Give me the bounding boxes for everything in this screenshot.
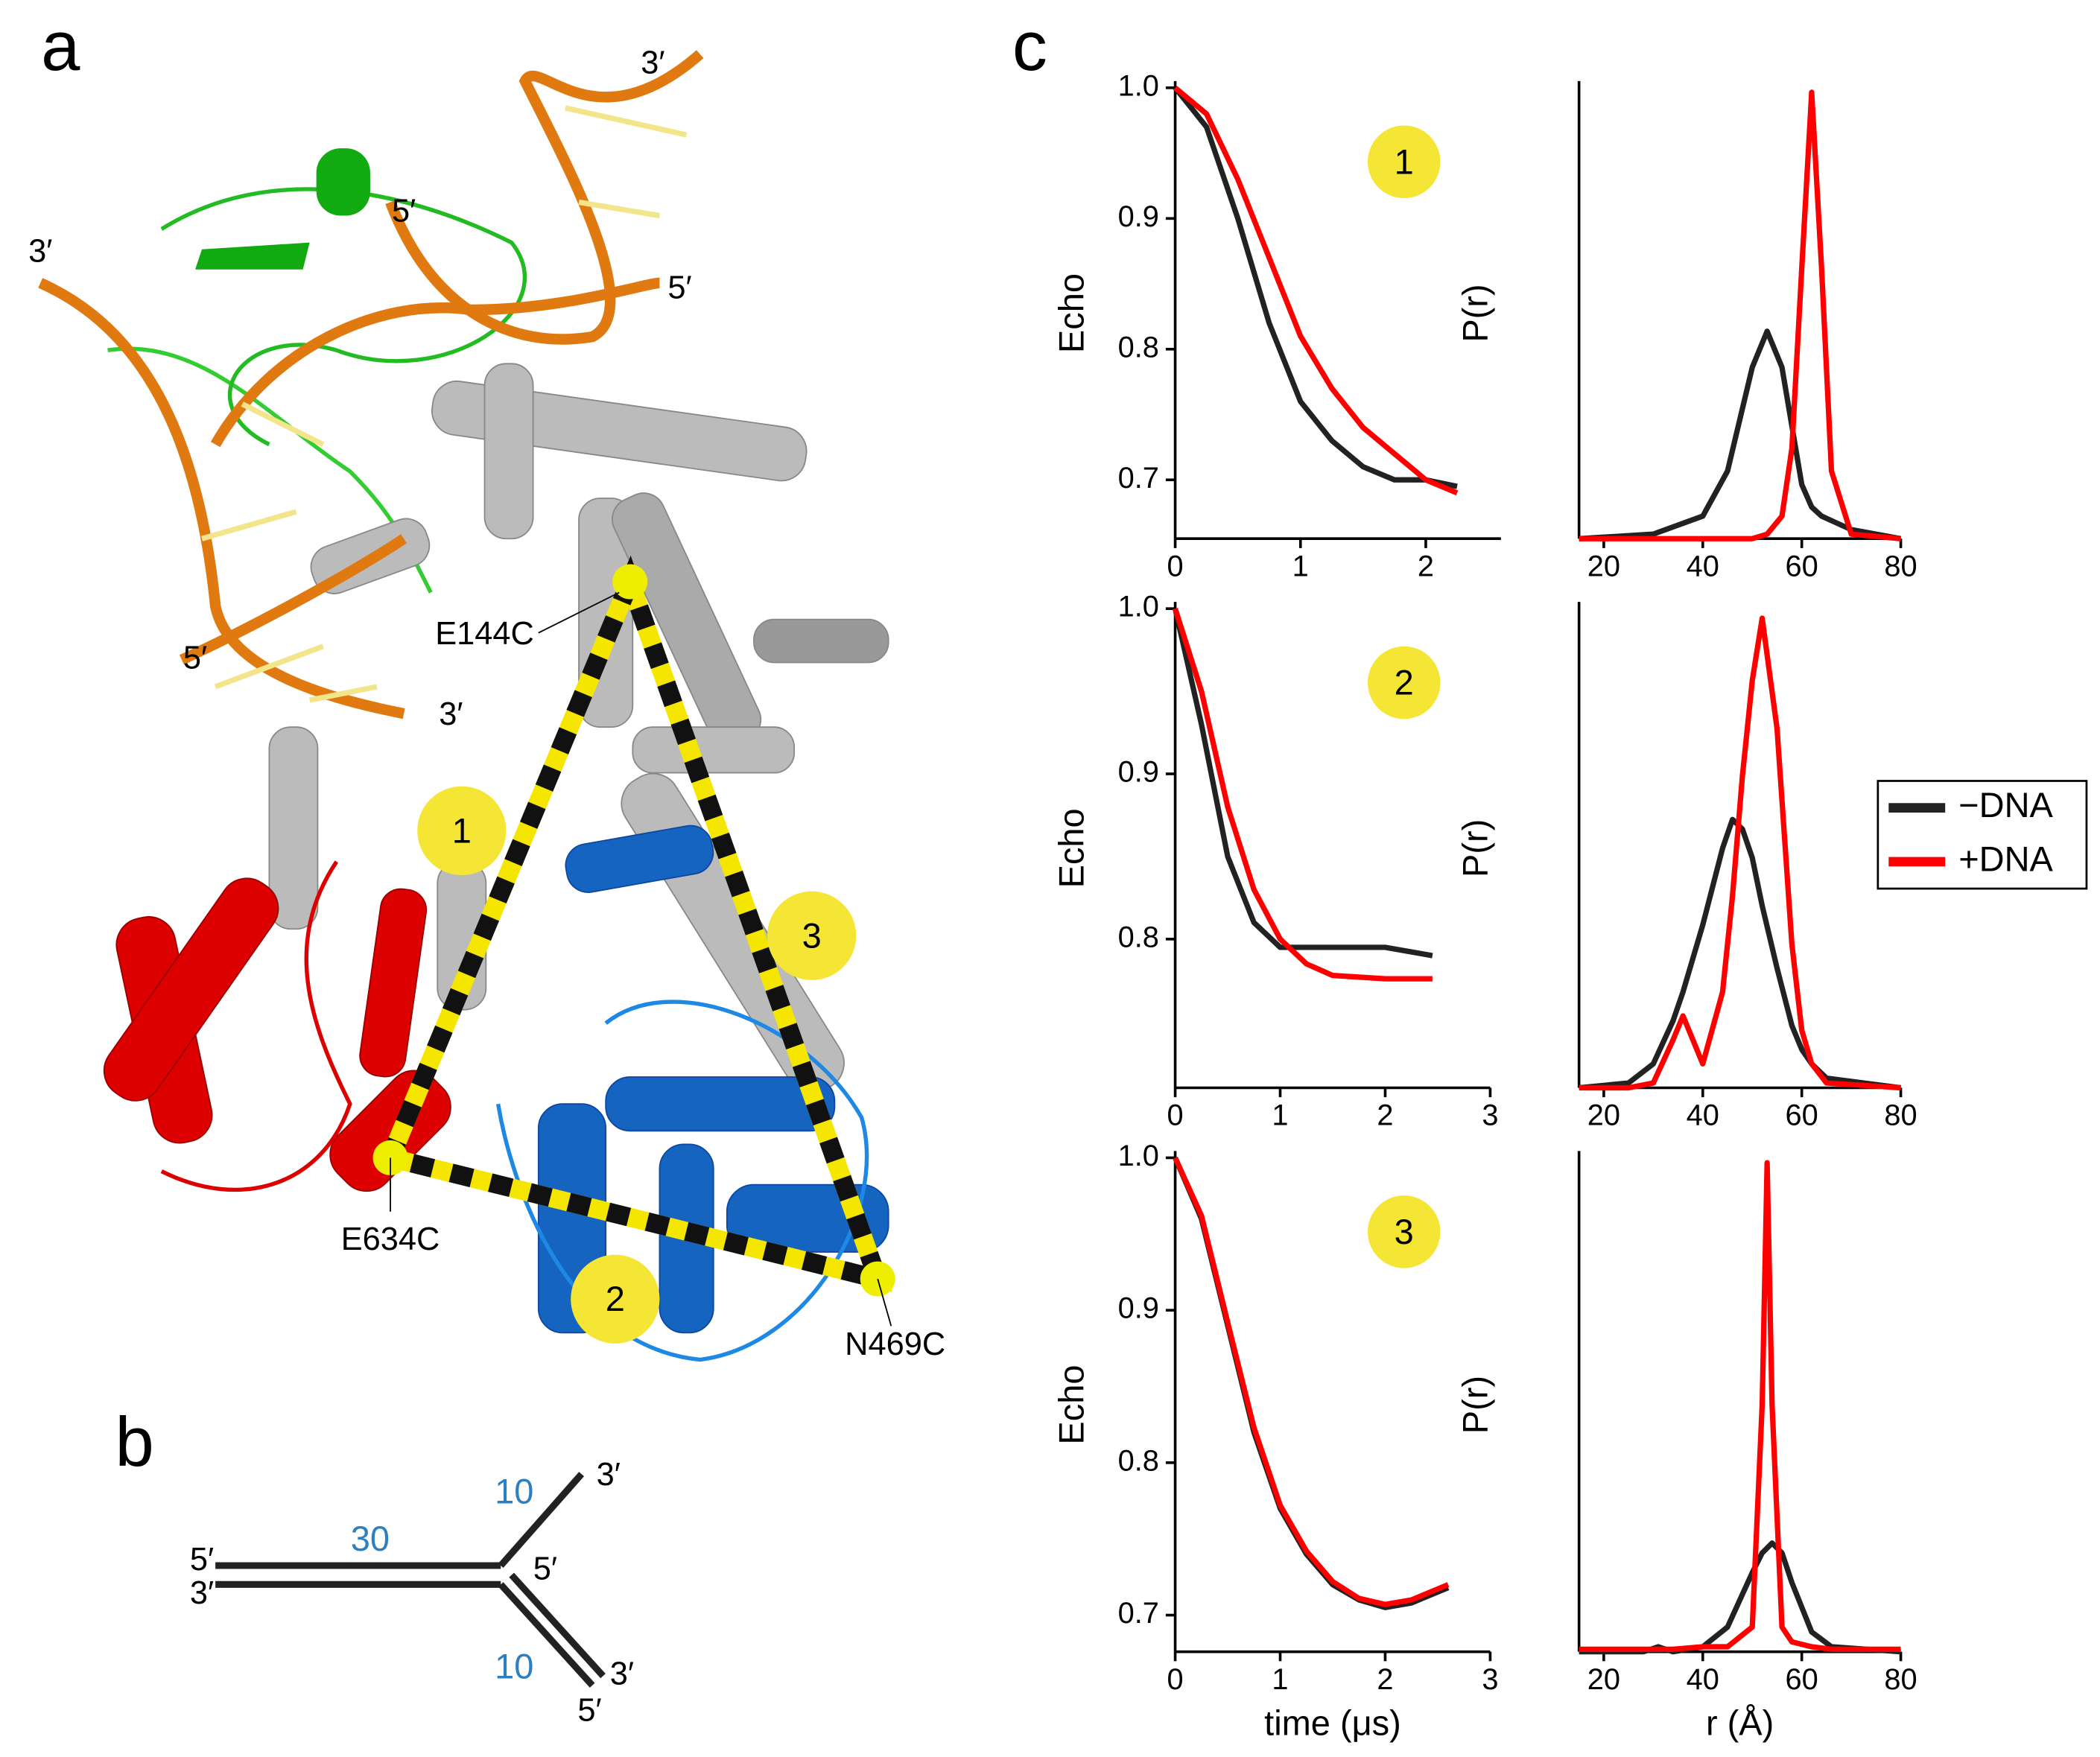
- strand-end: 5′: [533, 1551, 557, 1587]
- arm-length: 10: [495, 1472, 533, 1511]
- x-axis-label: time (μs): [1264, 1703, 1401, 1742]
- legend-label: −DNA: [1958, 785, 2053, 825]
- strand-end: 3′: [610, 1656, 634, 1692]
- annotation: 2: [1395, 663, 1414, 702]
- residue-label: E144C: [435, 616, 534, 652]
- y-axis-label: P(r): [1456, 819, 1495, 877]
- strand-end: 5′: [392, 193, 416, 229]
- strand-end: 5′: [577, 1692, 601, 1728]
- data-line: [1173, 1156, 1450, 1607]
- x-tick-label: 3: [1482, 1663, 1498, 1696]
- x-axis-label: r (Å): [1706, 1703, 1774, 1742]
- x-tick-label: 0: [1167, 1099, 1184, 1132]
- distance-number: 1: [452, 810, 472, 850]
- y-tick-label: 0.9: [1118, 756, 1159, 789]
- x-tick-label: 40: [1687, 1099, 1719, 1132]
- y-tick-label: 0.7: [1118, 462, 1159, 495]
- x-tick-label: 60: [1786, 1663, 1818, 1696]
- x-tick-label: 3: [1482, 1099, 1498, 1132]
- x-tick-label: 80: [1884, 550, 1917, 582]
- x-tick-label: 60: [1786, 1099, 1818, 1132]
- data-line: [1579, 328, 1902, 541]
- data-line: [1173, 86, 1459, 496]
- strand-end: 5′: [183, 640, 207, 676]
- x-tick-label: 20: [1587, 1099, 1620, 1132]
- distance-number: 3: [802, 915, 822, 955]
- y-tick-label: 0.8: [1118, 1444, 1159, 1477]
- strand-end: 3′: [28, 234, 52, 270]
- annotation: 3: [1395, 1212, 1414, 1251]
- x-tick-label: 0: [1167, 1663, 1184, 1696]
- y-axis-label: Echo: [1051, 1365, 1091, 1445]
- residue-label: N469C: [845, 1327, 945, 1362]
- residue-label: E634C: [341, 1221, 440, 1257]
- data-line: [1579, 1160, 1901, 1652]
- dna-diagram: [215, 1472, 606, 1688]
- x-tick-label: 0: [1167, 550, 1184, 582]
- x-tick-label: 40: [1687, 550, 1719, 582]
- y-tick-label: 1.0: [1118, 1140, 1159, 1172]
- y-tick-label: 0.9: [1118, 1292, 1159, 1325]
- distance-triangle: [372, 555, 895, 1344]
- x-tick-label: 20: [1587, 550, 1620, 582]
- x-tick-label: 1: [1292, 550, 1309, 582]
- x-tick-label: 2: [1377, 1099, 1393, 1132]
- annotation-badge: [1367, 646, 1441, 719]
- distance-number: 2: [606, 1279, 625, 1318]
- y-tick-label: 0.9: [1118, 200, 1159, 233]
- data-line: [1173, 608, 1433, 982]
- x-tick-label: 60: [1786, 550, 1818, 582]
- y-tick-label: 0.7: [1118, 1597, 1159, 1630]
- panel-label: c: [1012, 7, 1047, 85]
- strand-end: 3′: [597, 1457, 621, 1493]
- data-line: [1173, 86, 1458, 489]
- strand-end: 5′: [667, 270, 691, 305]
- annotation: 1: [1395, 142, 1414, 181]
- y-tick-label: 0.8: [1118, 921, 1159, 953]
- annotation-badge: [1367, 125, 1441, 199]
- y-axis-label: P(r): [1456, 284, 1495, 342]
- data-line: [1173, 608, 1433, 959]
- data-line: [1579, 89, 1901, 541]
- annotation-badge: [1367, 1195, 1441, 1268]
- legend-box: [1877, 780, 2088, 890]
- y-tick-label: 1.0: [1118, 591, 1159, 623]
- x-tick-label: 40: [1687, 1663, 1719, 1696]
- x-tick-label: 2: [1377, 1663, 1393, 1696]
- strand-end: 3′: [190, 1575, 214, 1611]
- x-tick-label: 1: [1272, 1663, 1288, 1696]
- y-axis-label: P(r): [1456, 1376, 1495, 1434]
- y-tick-label: 1.0: [1118, 69, 1159, 102]
- legend-label: +DNA: [1958, 839, 2053, 878]
- x-tick-label: 20: [1587, 1663, 1620, 1696]
- x-tick-label: 80: [1884, 1663, 1917, 1696]
- panel-label: a: [41, 7, 80, 85]
- y-tick-label: 0.8: [1118, 331, 1159, 363]
- data-line: [1579, 615, 1901, 1091]
- strand-end: 3′: [641, 45, 664, 81]
- strand-end: 5′: [190, 1542, 214, 1578]
- panel-label: b: [115, 1402, 154, 1481]
- y-axis-label: Echo: [1051, 273, 1091, 353]
- arm-length: 10: [495, 1647, 533, 1686]
- x-tick-label: 1: [1272, 1099, 1288, 1132]
- x-tick-label: 80: [1884, 1099, 1917, 1132]
- y-axis-label: Echo: [1051, 808, 1091, 888]
- x-tick-label: 2: [1418, 550, 1434, 582]
- strand-end: 3′: [439, 696, 463, 732]
- arm-length: 30: [351, 1519, 390, 1558]
